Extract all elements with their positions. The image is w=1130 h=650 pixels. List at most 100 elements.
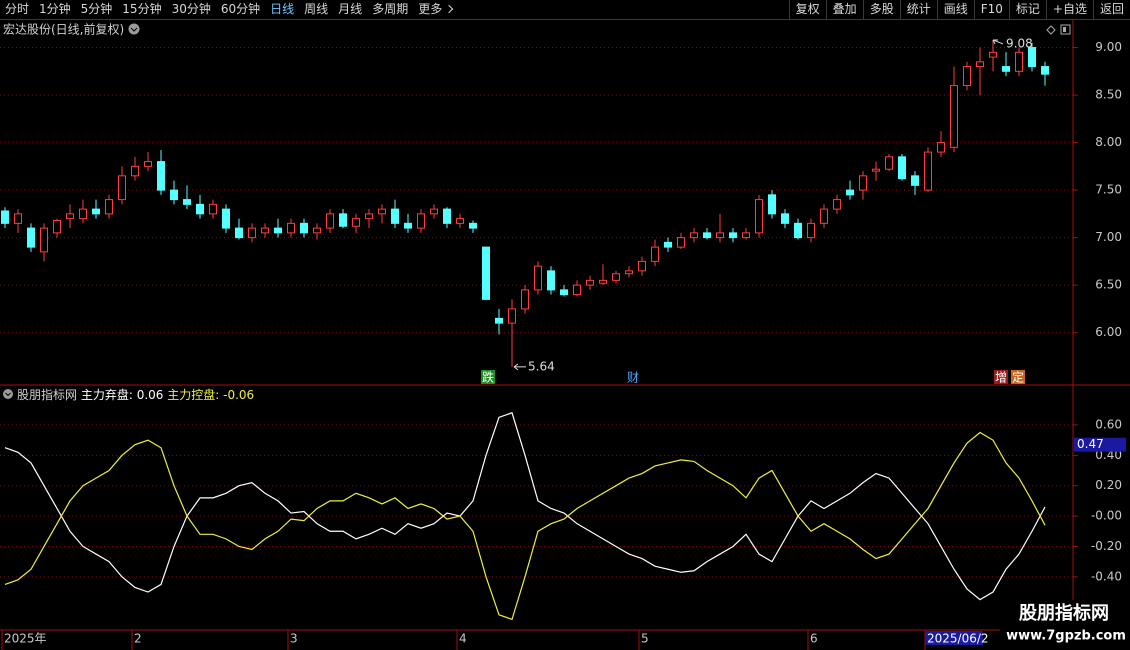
legend-value: 0.06 — [137, 388, 164, 402]
x-tick-label: 6 — [810, 632, 818, 646]
y-tick-label: -0.00 — [1091, 509, 1122, 523]
y-tick-label: -0.40 — [1091, 569, 1122, 583]
indicator-line — [4, 431, 1046, 621]
indicator-menu-icon[interactable] — [3, 389, 13, 399]
y-tick-label: -0.20 — [1091, 539, 1122, 553]
period-tab[interactable]: 多周期 — [372, 2, 409, 16]
indicator-title: 股朋指标网 — [17, 387, 77, 402]
candle-body — [456, 218, 464, 224]
candle-body — [222, 208, 230, 229]
candle-body — [898, 156, 906, 180]
candle-body — [352, 218, 360, 227]
period-tab[interactable]: 月线 — [338, 2, 363, 16]
diamond-icon[interactable] — [1046, 25, 1056, 35]
candle-body — [417, 213, 425, 229]
period-tab[interactable]: 5分钟 — [80, 2, 113, 16]
candle-body — [794, 222, 802, 239]
title-menu-chevron — [130, 27, 138, 32]
tool-button[interactable]: 多股 — [862, 0, 900, 19]
watermark-url: www.7gpzb.com — [1006, 629, 1126, 644]
tool-button[interactable]: 复权 — [788, 0, 826, 19]
y-tick-label: 6.50 — [1095, 278, 1122, 292]
candle-body — [53, 220, 61, 234]
candle-body — [742, 232, 750, 239]
legend-value: -0.06 — [223, 388, 254, 402]
legend-name: 主力弃盘 — [81, 387, 129, 402]
y-tick-label: 0.20 — [1095, 478, 1122, 492]
indicator-menu-chevron — [5, 392, 11, 397]
candle-body — [300, 222, 308, 234]
candle-body — [677, 237, 685, 248]
event-marker: 财 — [627, 371, 639, 385]
period-tab[interactable]: 15分钟 — [122, 2, 162, 16]
candle-body — [261, 227, 269, 234]
candle-body — [391, 208, 399, 224]
candle-body — [66, 213, 74, 220]
period-tab[interactable]: 周线 — [304, 2, 329, 16]
period-tab[interactable]: 日线 — [270, 2, 295, 16]
legend-separator: : — [129, 388, 137, 402]
period-tab[interactable]: 更多 — [413, 0, 457, 19]
candle-body — [703, 232, 711, 239]
candle-body — [40, 227, 48, 253]
period-tab[interactable]: 60分钟 — [220, 2, 261, 16]
title-menu-icon[interactable] — [128, 23, 140, 35]
tool-button[interactable]: 统计 — [899, 0, 937, 19]
legend-separator: : — [215, 388, 223, 402]
candle-body — [1028, 47, 1036, 68]
stock-title: 宏达股份(日线,前复权) — [3, 22, 124, 37]
candle-body — [1041, 66, 1049, 75]
candle-body — [833, 199, 841, 210]
candle-body — [339, 213, 347, 227]
event-marker: 定 — [1012, 370, 1024, 385]
period-tab[interactable]: 分时 — [5, 2, 30, 16]
panel-icon-fill — [1063, 27, 1066, 32]
period-tab[interactable]: 1分钟 — [39, 2, 71, 16]
tool-button[interactable]: 叠加 — [825, 0, 863, 19]
candle-body — [586, 279, 594, 286]
x-tick-label: 4 — [459, 632, 467, 646]
y-tick-label: 0.60 — [1095, 417, 1122, 431]
candle-body — [820, 208, 828, 224]
candle-body — [976, 61, 984, 68]
candle-body — [573, 284, 581, 296]
tool-button[interactable]: F10 — [973, 0, 1009, 19]
candle-body — [313, 227, 321, 234]
tool-button[interactable]: +自选 — [1045, 0, 1093, 19]
event-marker: 增 — [995, 371, 1007, 385]
candle-body — [157, 161, 165, 191]
y-tick-label: 7.00 — [1095, 230, 1122, 244]
tool-button[interactable]: 画线 — [936, 0, 974, 19]
annotation-arrow — [992, 39, 1004, 45]
x-tick-label: 2025/06/2 — [927, 632, 989, 646]
event-marker-bg — [481, 370, 495, 384]
candle-body — [326, 213, 334, 229]
tool-button[interactable]: 标记 — [1008, 0, 1046, 19]
candle-body — [924, 151, 932, 191]
candle-body — [937, 142, 945, 153]
candle-body — [248, 227, 256, 239]
tool-button[interactable]: 返回 — [1092, 0, 1130, 19]
cursor-value-bg — [1074, 437, 1126, 452]
indicator-legend: 股朋指标网 主力弃盘: 0.06 主力控盘: -0.06 — [17, 387, 254, 402]
y-tick-label: 7.50 — [1095, 183, 1122, 197]
event-marker-bg — [994, 370, 1008, 384]
candle-body — [911, 175, 919, 186]
candle-body — [92, 208, 100, 215]
legend-name: 主力控盘 — [167, 387, 215, 402]
annotation-arrowhead — [513, 363, 519, 371]
candle-body — [495, 317, 503, 324]
event-marker: 跌 — [482, 370, 494, 385]
cursor-date-bg — [925, 631, 983, 645]
y-tick-label: 9.00 — [1095, 40, 1122, 54]
candle-body — [807, 222, 815, 239]
low-label: 5.64 — [528, 359, 555, 373]
period-tab[interactable]: 30分钟 — [171, 2, 211, 16]
candle-body — [521, 289, 529, 310]
y-tick-label: 6.00 — [1095, 325, 1122, 339]
panel-icon[interactable] — [1060, 24, 1071, 35]
y-tick-label: 8.00 — [1095, 135, 1122, 149]
annotation-arrowhead — [992, 39, 998, 45]
candle-body — [534, 265, 542, 291]
